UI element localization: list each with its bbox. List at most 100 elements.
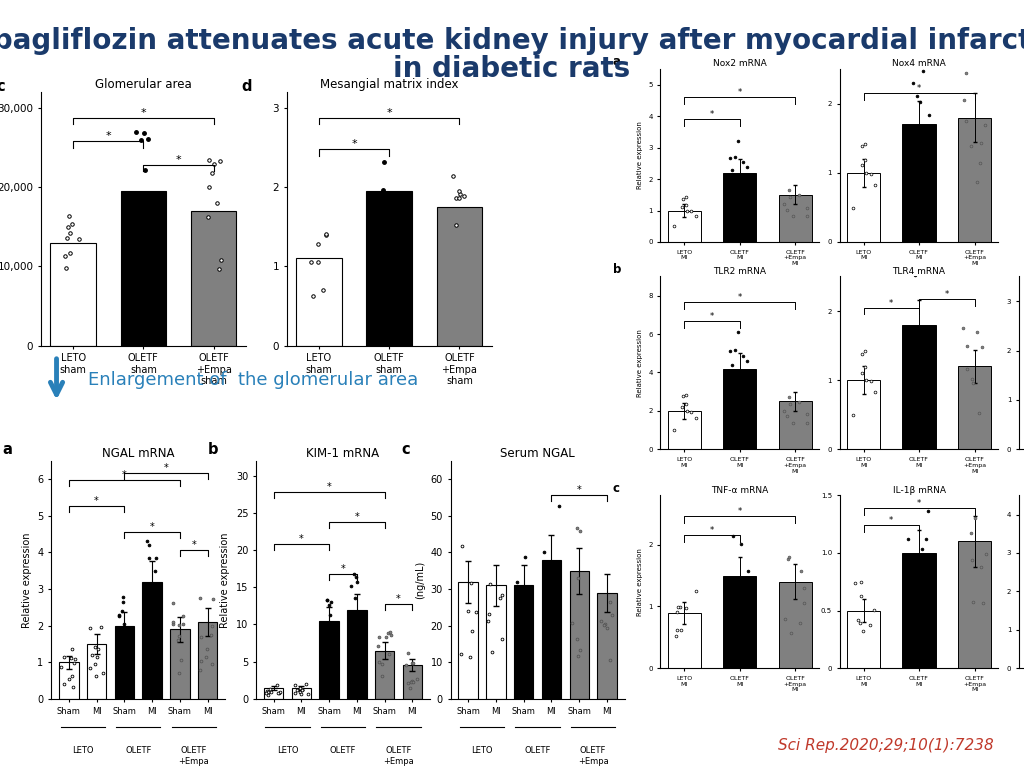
Bar	[723, 575, 757, 668]
Text: *: *	[140, 108, 146, 118]
Text: *: *	[889, 299, 893, 308]
Text: LETO: LETO	[471, 746, 493, 756]
Bar	[292, 687, 311, 699]
Text: *: *	[191, 540, 197, 550]
Text: *: *	[916, 499, 922, 508]
Text: OLETF: OLETF	[330, 746, 356, 756]
Title: Serum NGAL: Serum NGAL	[501, 447, 574, 459]
Text: c: c	[401, 442, 411, 457]
Bar	[778, 402, 812, 449]
Bar	[402, 665, 422, 699]
Text: *: *	[396, 594, 401, 604]
Text: a: a	[612, 55, 621, 68]
Text: *: *	[150, 521, 155, 531]
Bar	[542, 560, 561, 699]
Y-axis label: Relative expression: Relative expression	[22, 532, 32, 627]
Bar	[778, 582, 812, 668]
Y-axis label: Relative expression: Relative expression	[637, 548, 643, 616]
Text: *: *	[164, 463, 168, 473]
Text: OLETF
+Empa: OLETF +Empa	[383, 746, 414, 766]
Bar	[115, 626, 134, 699]
Text: *: *	[737, 88, 742, 97]
Bar	[778, 195, 812, 242]
Y-axis label: Relative expression: Relative expression	[637, 329, 643, 397]
Bar	[902, 553, 936, 668]
Text: *: *	[341, 564, 345, 574]
Text: Sci Rep.2020;29;10(1):7238: Sci Rep.2020;29;10(1):7238	[777, 737, 993, 753]
Bar	[50, 243, 96, 346]
Text: *: *	[945, 290, 949, 299]
Bar	[296, 259, 342, 346]
Text: in diabetic rats: in diabetic rats	[393, 55, 631, 83]
Bar	[59, 662, 79, 699]
Title: TLR2 mRNA: TLR2 mRNA	[714, 266, 766, 276]
Text: d: d	[242, 79, 252, 94]
Bar	[459, 581, 478, 699]
Bar	[902, 124, 936, 242]
Title: Nox2 mRNA: Nox2 mRNA	[713, 59, 767, 68]
Bar	[142, 581, 162, 699]
Text: Enlargement of  the glomerular area: Enlargement of the glomerular area	[88, 371, 419, 389]
Bar	[198, 622, 217, 699]
Bar	[847, 380, 881, 449]
Text: b: b	[612, 263, 622, 276]
Bar	[902, 325, 936, 449]
Text: *: *	[386, 108, 392, 118]
Bar	[319, 621, 339, 699]
Text: *: *	[737, 507, 742, 516]
Text: c: c	[612, 482, 620, 495]
Text: *: *	[327, 482, 332, 492]
Bar	[957, 541, 991, 668]
Bar	[170, 629, 189, 699]
Bar	[436, 207, 482, 346]
Bar	[597, 593, 616, 699]
Text: Empagliflozin attenuates acute kidney injury after myocardial infarction: Empagliflozin attenuates acute kidney in…	[0, 27, 1024, 55]
Title: Nox4 mRNA: Nox4 mRNA	[892, 59, 946, 68]
Text: *: *	[351, 139, 356, 149]
Bar	[121, 191, 166, 346]
Text: LETO: LETO	[276, 746, 298, 756]
Text: *: *	[105, 131, 111, 141]
Title: KIM-1 mRNA: KIM-1 mRNA	[306, 447, 380, 459]
Text: *: *	[94, 496, 99, 506]
Y-axis label: Relative expression: Relative expression	[220, 532, 230, 627]
Text: a: a	[2, 442, 12, 457]
Bar	[569, 571, 589, 699]
Bar	[264, 687, 284, 699]
Bar	[723, 369, 757, 449]
Bar	[957, 118, 991, 242]
Text: *: *	[737, 293, 742, 303]
Title: IL-1β mRNA: IL-1β mRNA	[893, 485, 945, 495]
Text: *: *	[176, 155, 181, 165]
Title: NGAL mRNA: NGAL mRNA	[102, 447, 174, 459]
Bar	[847, 611, 881, 668]
Y-axis label: Relative expression: Relative expression	[637, 121, 643, 190]
Text: *: *	[122, 471, 127, 481]
Text: *: *	[710, 110, 714, 119]
Title: Glomerular area: Glomerular area	[95, 78, 191, 91]
Title: Mesangial matrix index: Mesangial matrix index	[319, 78, 459, 91]
Text: c: c	[0, 79, 4, 94]
Text: *: *	[889, 516, 893, 525]
Bar	[190, 211, 237, 346]
Text: OLETF: OLETF	[125, 746, 152, 756]
Bar	[668, 411, 701, 449]
Bar	[668, 210, 701, 242]
Title: TLR4 mRNA: TLR4 mRNA	[893, 266, 945, 276]
Text: OLETF
+Empa: OLETF +Empa	[178, 746, 209, 766]
Bar	[347, 610, 367, 699]
Title: TNF-α mRNA: TNF-α mRNA	[712, 485, 768, 495]
Bar	[847, 173, 881, 242]
Text: *: *	[916, 84, 922, 94]
Text: LETO: LETO	[72, 746, 93, 756]
Text: *: *	[710, 313, 714, 322]
Bar	[367, 191, 412, 346]
Bar	[514, 585, 534, 699]
Text: b: b	[207, 442, 218, 457]
Bar	[375, 650, 394, 699]
Bar	[87, 644, 106, 699]
Bar	[723, 173, 757, 242]
Text: *: *	[710, 526, 714, 535]
Text: *: *	[577, 485, 582, 495]
Text: OLETF: OLETF	[524, 746, 551, 756]
